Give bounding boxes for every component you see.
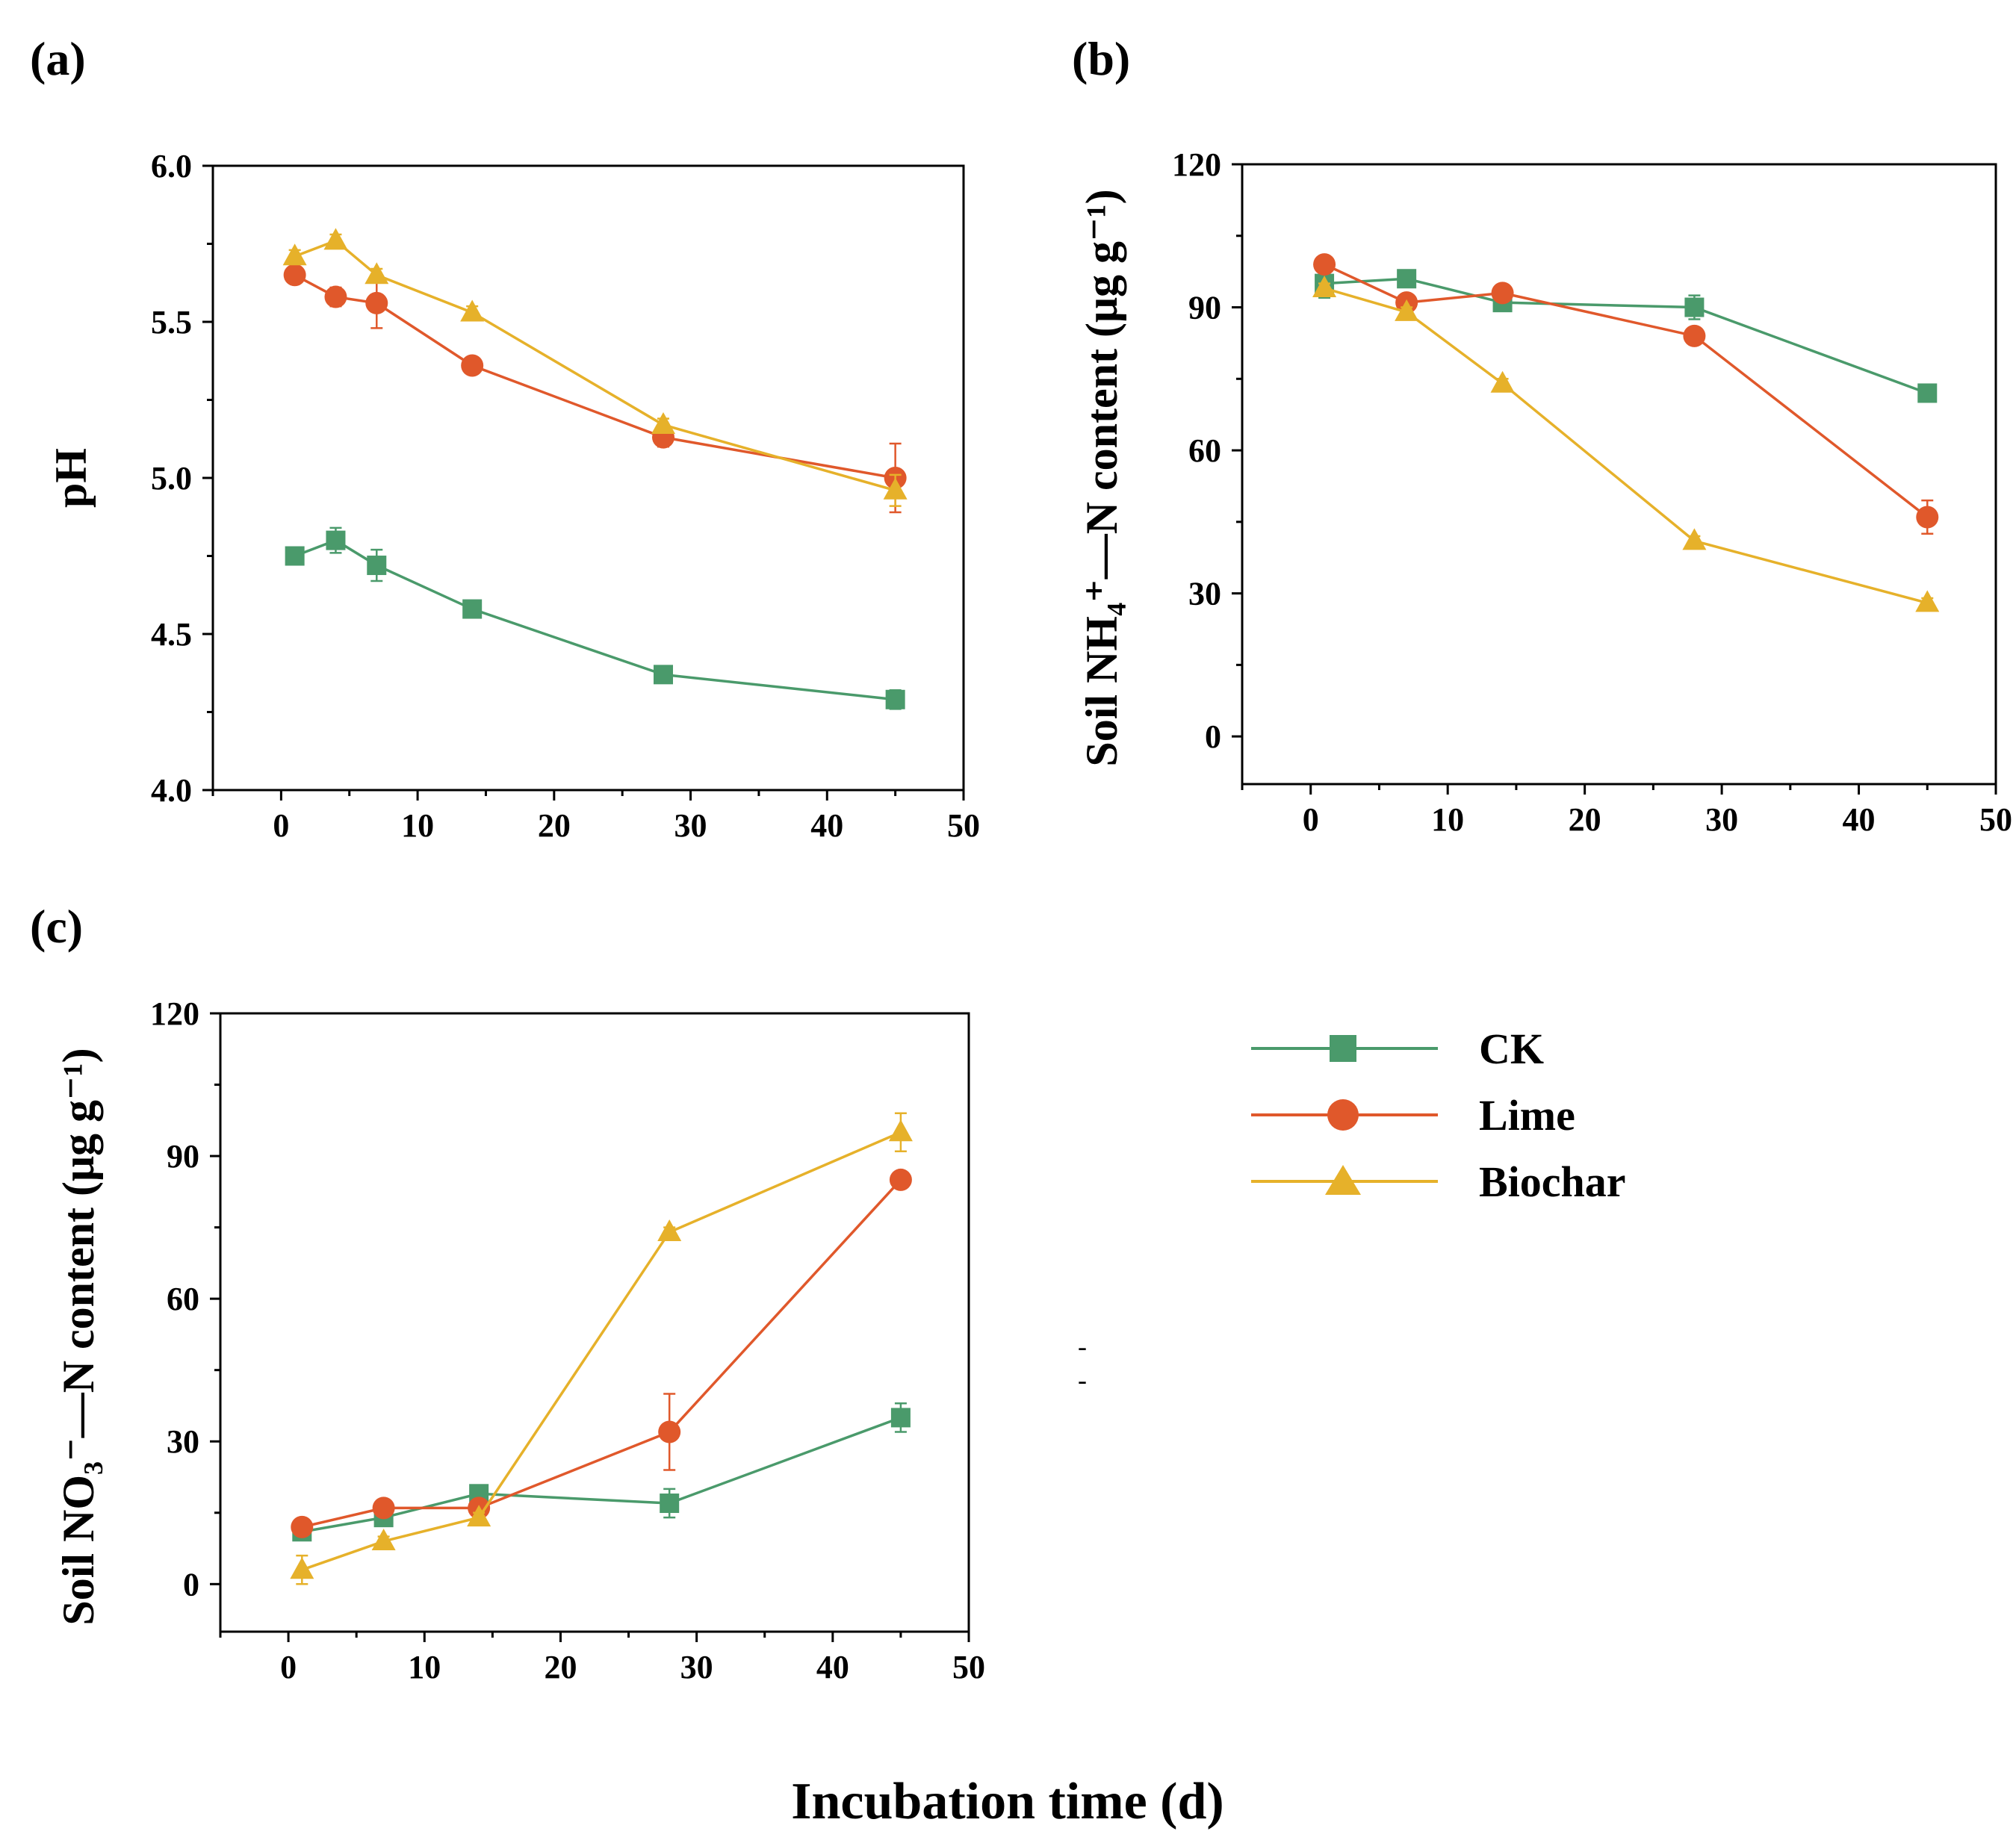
panel-a-y-tick-label: 4.0 (151, 772, 192, 809)
panel-c-x-tick-label: 20 (544, 1649, 577, 1685)
panel-c-series-line-lime (301, 1178, 902, 1529)
panel-a-point-ck (885, 689, 905, 709)
panel-c-x-tick-label: 0 (280, 1649, 297, 1685)
panel-a-point-ck (326, 530, 346, 550)
legend-marker-biochar (1325, 1165, 1361, 1195)
panel-c-point-biochar (888, 1119, 913, 1142)
panel-a-x-tick-label: 10 (401, 807, 434, 844)
panel-b-point-ck (1397, 269, 1417, 289)
panel-b-chart: 0 10 20 30 40 50 0 30 60 90 120 (1172, 146, 2012, 838)
panel-a-point-biochar (365, 262, 389, 285)
panel-a-y-tick-label: 5.5 (151, 304, 192, 341)
panel-a-x-tick-label: 30 (674, 807, 707, 844)
panel-label-b: (b) (1072, 32, 1130, 85)
panel-b-x-tick-label: 50 (1979, 801, 2012, 838)
panel-b-point-lime (1916, 506, 1939, 529)
panel-b-y-tick-label: 120 (1172, 146, 1221, 183)
panel-a-chart: 0 10 20 30 40 50 4.0 4.5 5.0 5.5 6.0 (151, 148, 980, 844)
legend-marker-lime (1327, 1099, 1359, 1131)
panel-b-point-biochar (1682, 528, 1707, 550)
panel-c-y-tick-label: 90 (167, 1138, 199, 1175)
panel-c-y-tick-label: 60 (167, 1281, 199, 1317)
panel-a-x-tick-label: 20 (538, 807, 571, 844)
panel-label-a: (a) (30, 32, 86, 85)
stray-mark-2: - (1078, 1365, 1087, 1395)
panel-c-plot-frame (219, 1012, 970, 1633)
panel-c-point-ck (660, 1494, 680, 1514)
panel-c-point-ck (890, 1408, 911, 1428)
panel-b-y-tick-label: 90 (1188, 290, 1221, 326)
panel-c-x-tick-label: 30 (680, 1649, 713, 1685)
panel-b-point-biochar (1395, 299, 1419, 321)
panel-a-point-biochar (282, 243, 307, 266)
panel-c-y-tick-label: 120 (150, 995, 199, 1032)
panel-a-point-ck (367, 556, 387, 576)
panel-b-point-ck (1684, 297, 1705, 317)
legend: CK Lime Biochar (1251, 1025, 1626, 1206)
legend-label-lime: Lime (1479, 1091, 1575, 1140)
panel-a-x-tick-label: 50 (947, 807, 980, 844)
panel-a-point-biochar (651, 411, 675, 434)
panel-c-point-lime (889, 1168, 912, 1191)
panel-b-point-lime (1491, 282, 1514, 305)
panel-c-point-biochar (467, 1505, 491, 1527)
panel-b-x-tick-label: 10 (1431, 801, 1464, 838)
panel-a-x-tick-label: 0 (273, 807, 289, 844)
panel-a-point-ck (285, 546, 305, 566)
panel-a-y-tick-label: 6.0 (151, 148, 192, 184)
panel-c-x-tick-label: 50 (952, 1649, 985, 1685)
panel-a-point-biochar (883, 477, 908, 500)
panel-a-point-ck (462, 599, 483, 619)
panel-b-x-tick-label: 40 (1843, 801, 1876, 838)
panel-b-y-tick-label: 30 (1188, 576, 1221, 612)
panel-a-point-lime (283, 264, 306, 287)
panel-b-point-biochar (1312, 276, 1337, 297)
panel-a-point-lime (324, 285, 347, 308)
panel-c-x-tick-label: 10 (408, 1649, 441, 1685)
panel-c-point-lime (372, 1497, 395, 1520)
panel-a-x-tick-label: 40 (810, 807, 843, 844)
panel-b-ylabel: Soil NH₄⁺—N content (μg g⁻¹) (1077, 189, 1126, 766)
legend-label-biochar: Biochar (1479, 1157, 1626, 1206)
panel-b-plot-frame (1241, 163, 1997, 786)
panel-b-point-ck (1917, 383, 1938, 403)
panel-c-y-tick-label: 0 (183, 1566, 199, 1603)
legend-label-ck: CK (1479, 1025, 1544, 1073)
panel-a-y-tick-label: 5.0 (151, 460, 192, 497)
panel-b-x-tick-label: 30 (1705, 801, 1738, 838)
panel-c-point-lime (658, 1420, 681, 1443)
panel-c-chart: 0 10 20 30 40 50 0 30 60 90 120 (150, 995, 985, 1685)
panel-b-point-lime (1313, 253, 1336, 276)
panel-b-point-lime (1683, 324, 1706, 347)
panel-c-point-biochar (371, 1528, 396, 1550)
panel-c-y-tick-label: 30 (167, 1423, 199, 1460)
panel-c-point-lime (291, 1515, 314, 1538)
legend-entry-biochar: Biochar (1251, 1157, 1626, 1206)
panel-b-point-biochar (1490, 370, 1515, 393)
panel-c-ylabel: Soil NO₃⁻—N content (μg g⁻¹) (54, 1048, 103, 1625)
panel-a-point-biochar (323, 228, 348, 250)
panel-b-y-tick-label: 0 (1205, 718, 1221, 755)
panel-a-ylabel: pH (46, 448, 96, 508)
panel-c-point-biochar (290, 1557, 314, 1579)
legend-entry-ck: CK (1251, 1025, 1544, 1073)
panel-b-x-tick-label: 0 (1303, 801, 1319, 838)
stray-mark-1: - (1078, 1331, 1087, 1361)
panel-c-x-tick-label: 40 (816, 1649, 849, 1685)
panel-a-point-lime (461, 354, 484, 377)
legend-marker-ck (1330, 1035, 1356, 1062)
panel-label-c: (c) (30, 900, 83, 953)
panel-a-point-lime (365, 291, 388, 314)
panel-a-point-ck (654, 665, 673, 685)
panel-b-point-biochar (1915, 590, 1940, 612)
panel-a-point-biochar (460, 299, 485, 322)
panel-b-x-tick-label: 20 (1569, 801, 1601, 838)
shared-xlabel: Incubation time (d) (791, 1773, 1223, 1830)
panel-b-y-tick-label: 60 (1188, 432, 1221, 469)
legend-entry-lime: Lime (1251, 1091, 1575, 1140)
panel-a-y-tick-label: 4.5 (151, 616, 192, 653)
panel-c-point-biochar (657, 1219, 682, 1241)
